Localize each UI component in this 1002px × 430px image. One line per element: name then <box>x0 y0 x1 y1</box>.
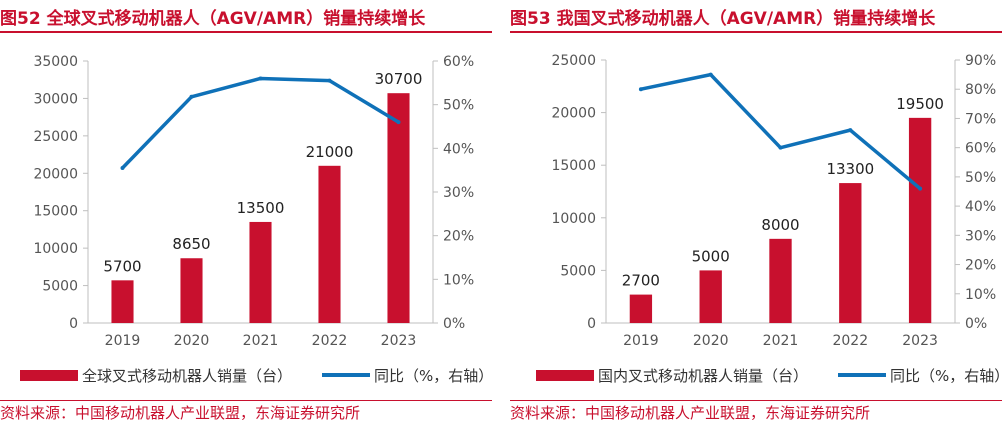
bar <box>629 294 653 323</box>
bar <box>769 238 792 323</box>
legend-swatch-bar <box>536 369 594 381</box>
right-axis-tick-label: 60% <box>965 141 996 157</box>
right-axis-tick-label: 90% <box>965 53 996 69</box>
yoy-line <box>121 76 400 170</box>
x-axis-tick-label: 2020 <box>174 333 210 349</box>
bar-data-label: 8000 <box>761 216 799 234</box>
left-axis-tick-label: 5000 <box>560 263 596 279</box>
left-axis-tick-label: 15000 <box>551 158 596 174</box>
bar-data-label: 21000 <box>306 143 354 161</box>
yoy-point <box>708 72 713 77</box>
x-axis-tick-label: 2023 <box>902 333 938 349</box>
legend-swatch-line <box>838 373 887 377</box>
left-axis-tick-label: 10000 <box>33 241 78 257</box>
bar-data-label: 5700 <box>103 257 141 275</box>
bar-data-label: 8650 <box>172 235 210 253</box>
bar <box>387 93 410 323</box>
legend-label-line: 同比（%，右轴） <box>374 366 494 385</box>
yoy-line <box>640 72 922 190</box>
left-axis-tick-label: 25000 <box>551 53 596 69</box>
right-axis-tick-label: 30% <box>965 228 996 244</box>
yoy-point <box>189 94 194 99</box>
chart-domestic-sales: 0 5000 10000 15000 20000 25000 0% 10% 20% 30% 40% 5… <box>551 53 996 349</box>
x-axis-tick-label: 2021 <box>763 333 799 349</box>
left-axis-tick-label: 0 <box>69 316 78 332</box>
x-axis-tick-label: 2020 <box>693 333 729 349</box>
bar <box>180 258 203 323</box>
legend-item-bar: 国内叉式移动机器人销量（台） <box>536 365 808 386</box>
yoy-point <box>778 145 783 150</box>
left-axis-tick-label: 15000 <box>33 204 78 220</box>
x-axis-tick-label: 2019 <box>105 333 141 349</box>
figure-title: 图53 我国叉式移动机器人（AGV/AMR）销量持续增长 <box>510 9 936 29</box>
bar <box>699 270 722 323</box>
legend-item-bar: 全球叉式移动机器人销量（台） <box>20 365 292 386</box>
right-axis-tick-label: 20% <box>965 258 996 274</box>
yoy-point <box>638 87 643 92</box>
yoy-point <box>258 76 263 81</box>
right-axis-tick-label: 10% <box>965 287 996 303</box>
x-axis-tick-label: 2022 <box>832 333 868 349</box>
source-rule <box>0 400 492 401</box>
right-axis-tick-label: 80% <box>965 82 996 98</box>
right-axis-tick-label: 70% <box>965 111 996 127</box>
right-axis-tick-label: 50% <box>443 98 474 114</box>
legend-label-line: 同比（%，右轴） <box>890 366 1002 385</box>
right-axis-tick-label: 20% <box>443 229 474 245</box>
bar-data-label: 2700 <box>622 272 660 290</box>
left-axis-tick-label: 0 <box>587 316 596 332</box>
legend-item-line: 同比（%，右轴） <box>838 365 1002 386</box>
title-rule <box>0 31 492 33</box>
right-axis-tick-label: 0% <box>443 316 465 332</box>
legend-label-bar: 国内叉式移动机器人销量（台） <box>598 366 809 385</box>
left-axis-tick-label: 20000 <box>33 166 78 182</box>
x-axis-tick-label: 2019 <box>623 333 659 349</box>
legend-swatch-line <box>322 373 371 377</box>
right-axis-tick-label: 30% <box>443 185 474 201</box>
right-axis-tick-label: 40% <box>965 199 996 215</box>
bar <box>908 117 932 323</box>
title-rule <box>510 31 1002 33</box>
yoy-point <box>918 186 923 191</box>
figure-title: 图52 全球叉式移动机器人（AGV/AMR）销量持续增长 <box>0 9 426 29</box>
x-axis-tick-label: 2022 <box>312 333 348 349</box>
right-axis-tick-label: 40% <box>443 141 474 157</box>
left-axis-tick-label: 20000 <box>551 106 596 122</box>
bar-data-label: 13300 <box>826 160 874 178</box>
bar <box>249 221 272 323</box>
left-axis-tick-label: 10000 <box>551 211 596 227</box>
bar-data-label: 19500 <box>896 95 944 113</box>
bar-data-label: 30700 <box>375 70 423 88</box>
legend-swatch-bar <box>20 369 78 381</box>
figure-53: 图53 我国叉式移动机器人（AGV/AMR）销量持续增长 0 5000 10000 1… <box>510 0 1002 430</box>
left-axis-tick-label: 30000 <box>33 91 78 107</box>
bar-data-label: 5000 <box>692 247 730 265</box>
x-axis-tick-label: 2023 <box>381 333 417 349</box>
right-axis-tick-label: 50% <box>965 170 996 186</box>
bar <box>839 183 862 323</box>
right-axis-tick-label: 0% <box>965 316 987 332</box>
yoy-point <box>120 165 125 170</box>
bar-data-label: 13500 <box>237 199 285 217</box>
yoy-point <box>396 120 401 125</box>
legend-label-bar: 全球叉式移动机器人销量（台） <box>82 366 293 385</box>
right-axis-tick-label: 60% <box>443 54 474 70</box>
bar <box>111 280 134 323</box>
yoy-point <box>327 78 332 83</box>
chart-legend: 全球叉式移动机器人销量（台） 同比（%，右轴） <box>20 362 493 388</box>
x-axis-tick-label: 2021 <box>243 333 279 349</box>
source-rule <box>510 400 1002 401</box>
source-note: 资料来源：中国移动机器人产业联盟，东海证券研究所 <box>0 404 361 422</box>
chart-legend: 国内叉式移动机器人销量（台） 同比（%，右轴） <box>536 362 1002 388</box>
left-axis-tick-label: 5000 <box>42 279 78 295</box>
right-axis-tick-label: 10% <box>443 272 474 288</box>
legend-item-line: 同比（%，右轴） <box>322 365 493 386</box>
left-axis-tick-label: 35000 <box>33 54 78 70</box>
bar <box>318 165 341 323</box>
chart-global-sales: 0 5000 10000 15000 20000 25000 30000 35000 0% 10%… <box>33 54 474 349</box>
left-axis-tick-label: 25000 <box>33 129 78 145</box>
figure-52: 图52 全球叉式移动机器人（AGV/AMR）销量持续增长 0 5000 10000 1… <box>0 0 493 430</box>
yoy-point <box>848 128 853 133</box>
source-note: 资料来源：中国移动机器人产业联盟，东海证券研究所 <box>510 404 871 422</box>
